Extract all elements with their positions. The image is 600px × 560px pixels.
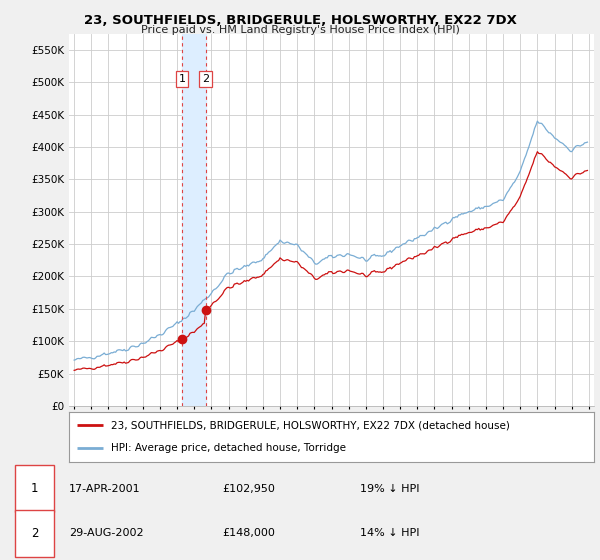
Text: £148,000: £148,000 <box>222 529 275 538</box>
Text: 1: 1 <box>31 482 38 495</box>
Text: 23, SOUTHFIELDS, BRIDGERULE, HOLSWORTHY, EX22 7DX: 23, SOUTHFIELDS, BRIDGERULE, HOLSWORTHY,… <box>83 14 517 27</box>
Text: £102,950: £102,950 <box>222 484 275 493</box>
Bar <box>182 34 206 406</box>
Text: 14% ↓ HPI: 14% ↓ HPI <box>360 529 419 538</box>
Text: 1: 1 <box>179 74 185 84</box>
Text: 2: 2 <box>31 527 38 540</box>
Text: 23, SOUTHFIELDS, BRIDGERULE, HOLSWORTHY, EX22 7DX (detached house): 23, SOUTHFIELDS, BRIDGERULE, HOLSWORTHY,… <box>111 420 510 430</box>
Text: 2: 2 <box>202 74 209 84</box>
Text: HPI: Average price, detached house, Torridge: HPI: Average price, detached house, Torr… <box>111 444 346 454</box>
Text: Price paid vs. HM Land Registry's House Price Index (HPI): Price paid vs. HM Land Registry's House … <box>140 25 460 35</box>
Text: 19% ↓ HPI: 19% ↓ HPI <box>360 484 419 493</box>
Text: 17-APR-2001: 17-APR-2001 <box>69 484 140 493</box>
Text: 29-AUG-2002: 29-AUG-2002 <box>69 529 143 538</box>
